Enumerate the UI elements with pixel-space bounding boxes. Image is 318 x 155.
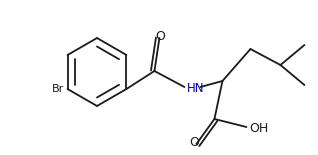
- Text: O: O: [190, 136, 199, 149]
- Text: OH: OH: [249, 122, 269, 135]
- Text: Br: Br: [52, 84, 65, 94]
- Text: HN: HN: [186, 82, 204, 95]
- Text: O: O: [156, 30, 165, 43]
